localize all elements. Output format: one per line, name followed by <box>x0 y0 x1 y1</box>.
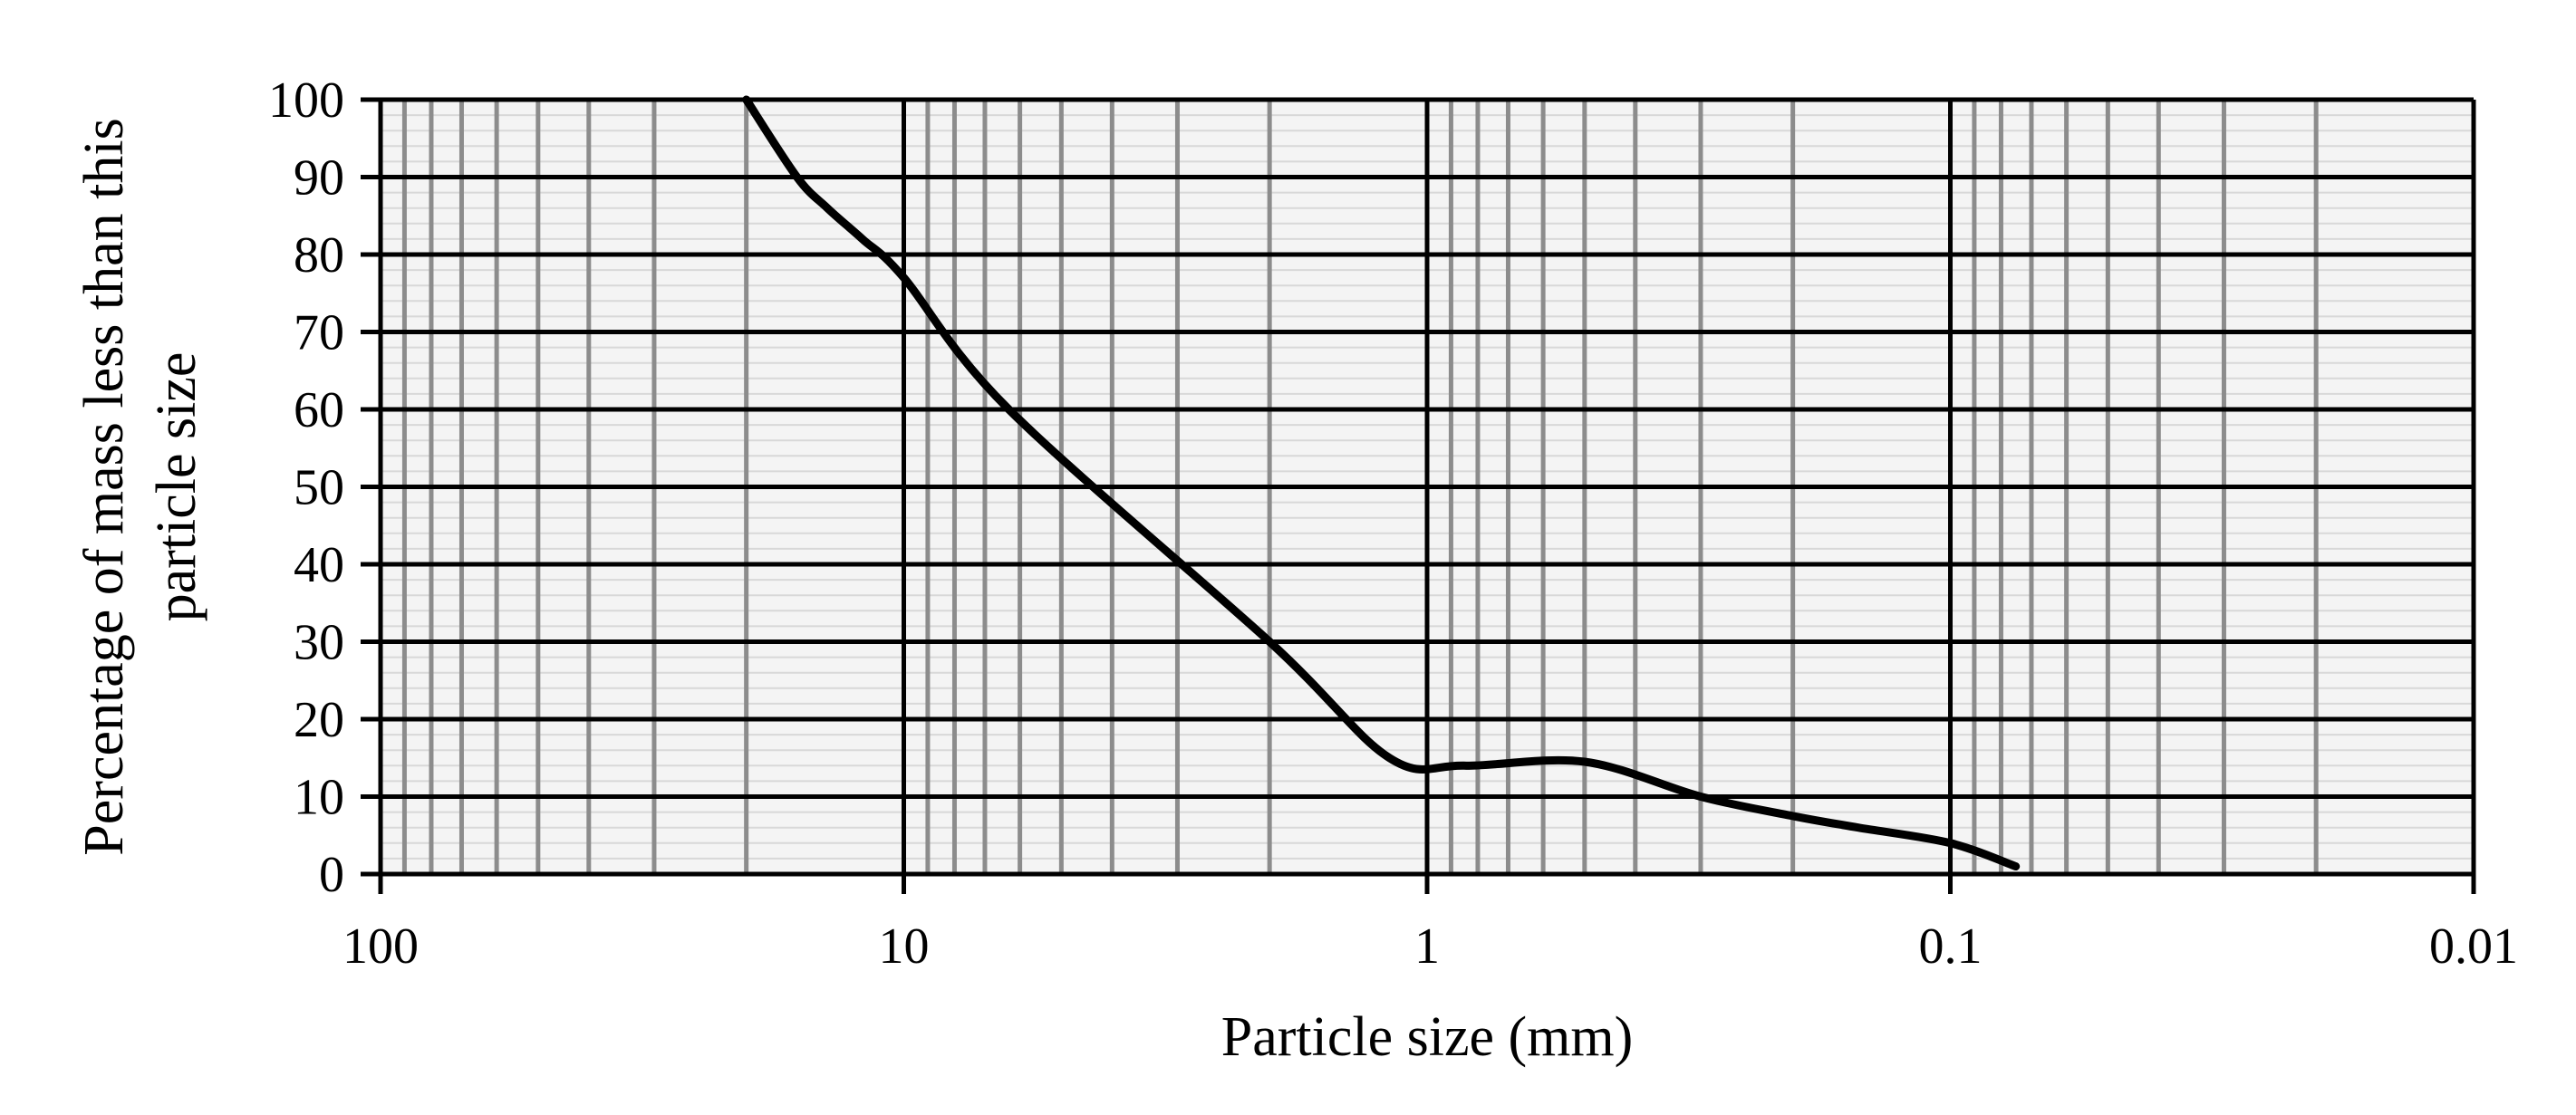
x-axis-title: Particle size (mm) <box>1221 1006 1634 1068</box>
x-tick-label: 100 <box>343 918 419 975</box>
labels: 0 10 20 30 40 50 60 70 80 90 100 100 10 1 0.1 0.01 Parti… <box>73 72 2518 1068</box>
y-tick-label: 90 <box>294 150 344 207</box>
x-tick-label: 0.1 <box>1919 918 1983 975</box>
x-tick-label: 10 <box>879 918 930 975</box>
x-tick-label: 1 <box>1414 918 1440 975</box>
grading-curve <box>742 95 2021 870</box>
y-tick-label: 50 <box>294 460 344 516</box>
y-axis-title-line: Percentage of mass less than this <box>73 118 135 855</box>
y-tick-label: 70 <box>294 305 344 361</box>
y-tick-label: 100 <box>268 72 344 129</box>
y-tick-label: 10 <box>294 770 344 826</box>
y-tick-label: 80 <box>294 227 344 284</box>
y-tick-label: 0 <box>319 847 344 903</box>
series-layer <box>742 95 2021 870</box>
y-tick-label: 40 <box>294 537 344 593</box>
y-axis-title-line: particle size <box>146 352 207 622</box>
y-tick-label: 20 <box>294 692 344 748</box>
x-tick-label: 0.01 <box>2429 918 2518 975</box>
y-tick-label: 30 <box>294 615 344 671</box>
grid <box>378 97 2476 877</box>
axes <box>361 97 2476 894</box>
y-tick-label: 60 <box>294 382 344 438</box>
